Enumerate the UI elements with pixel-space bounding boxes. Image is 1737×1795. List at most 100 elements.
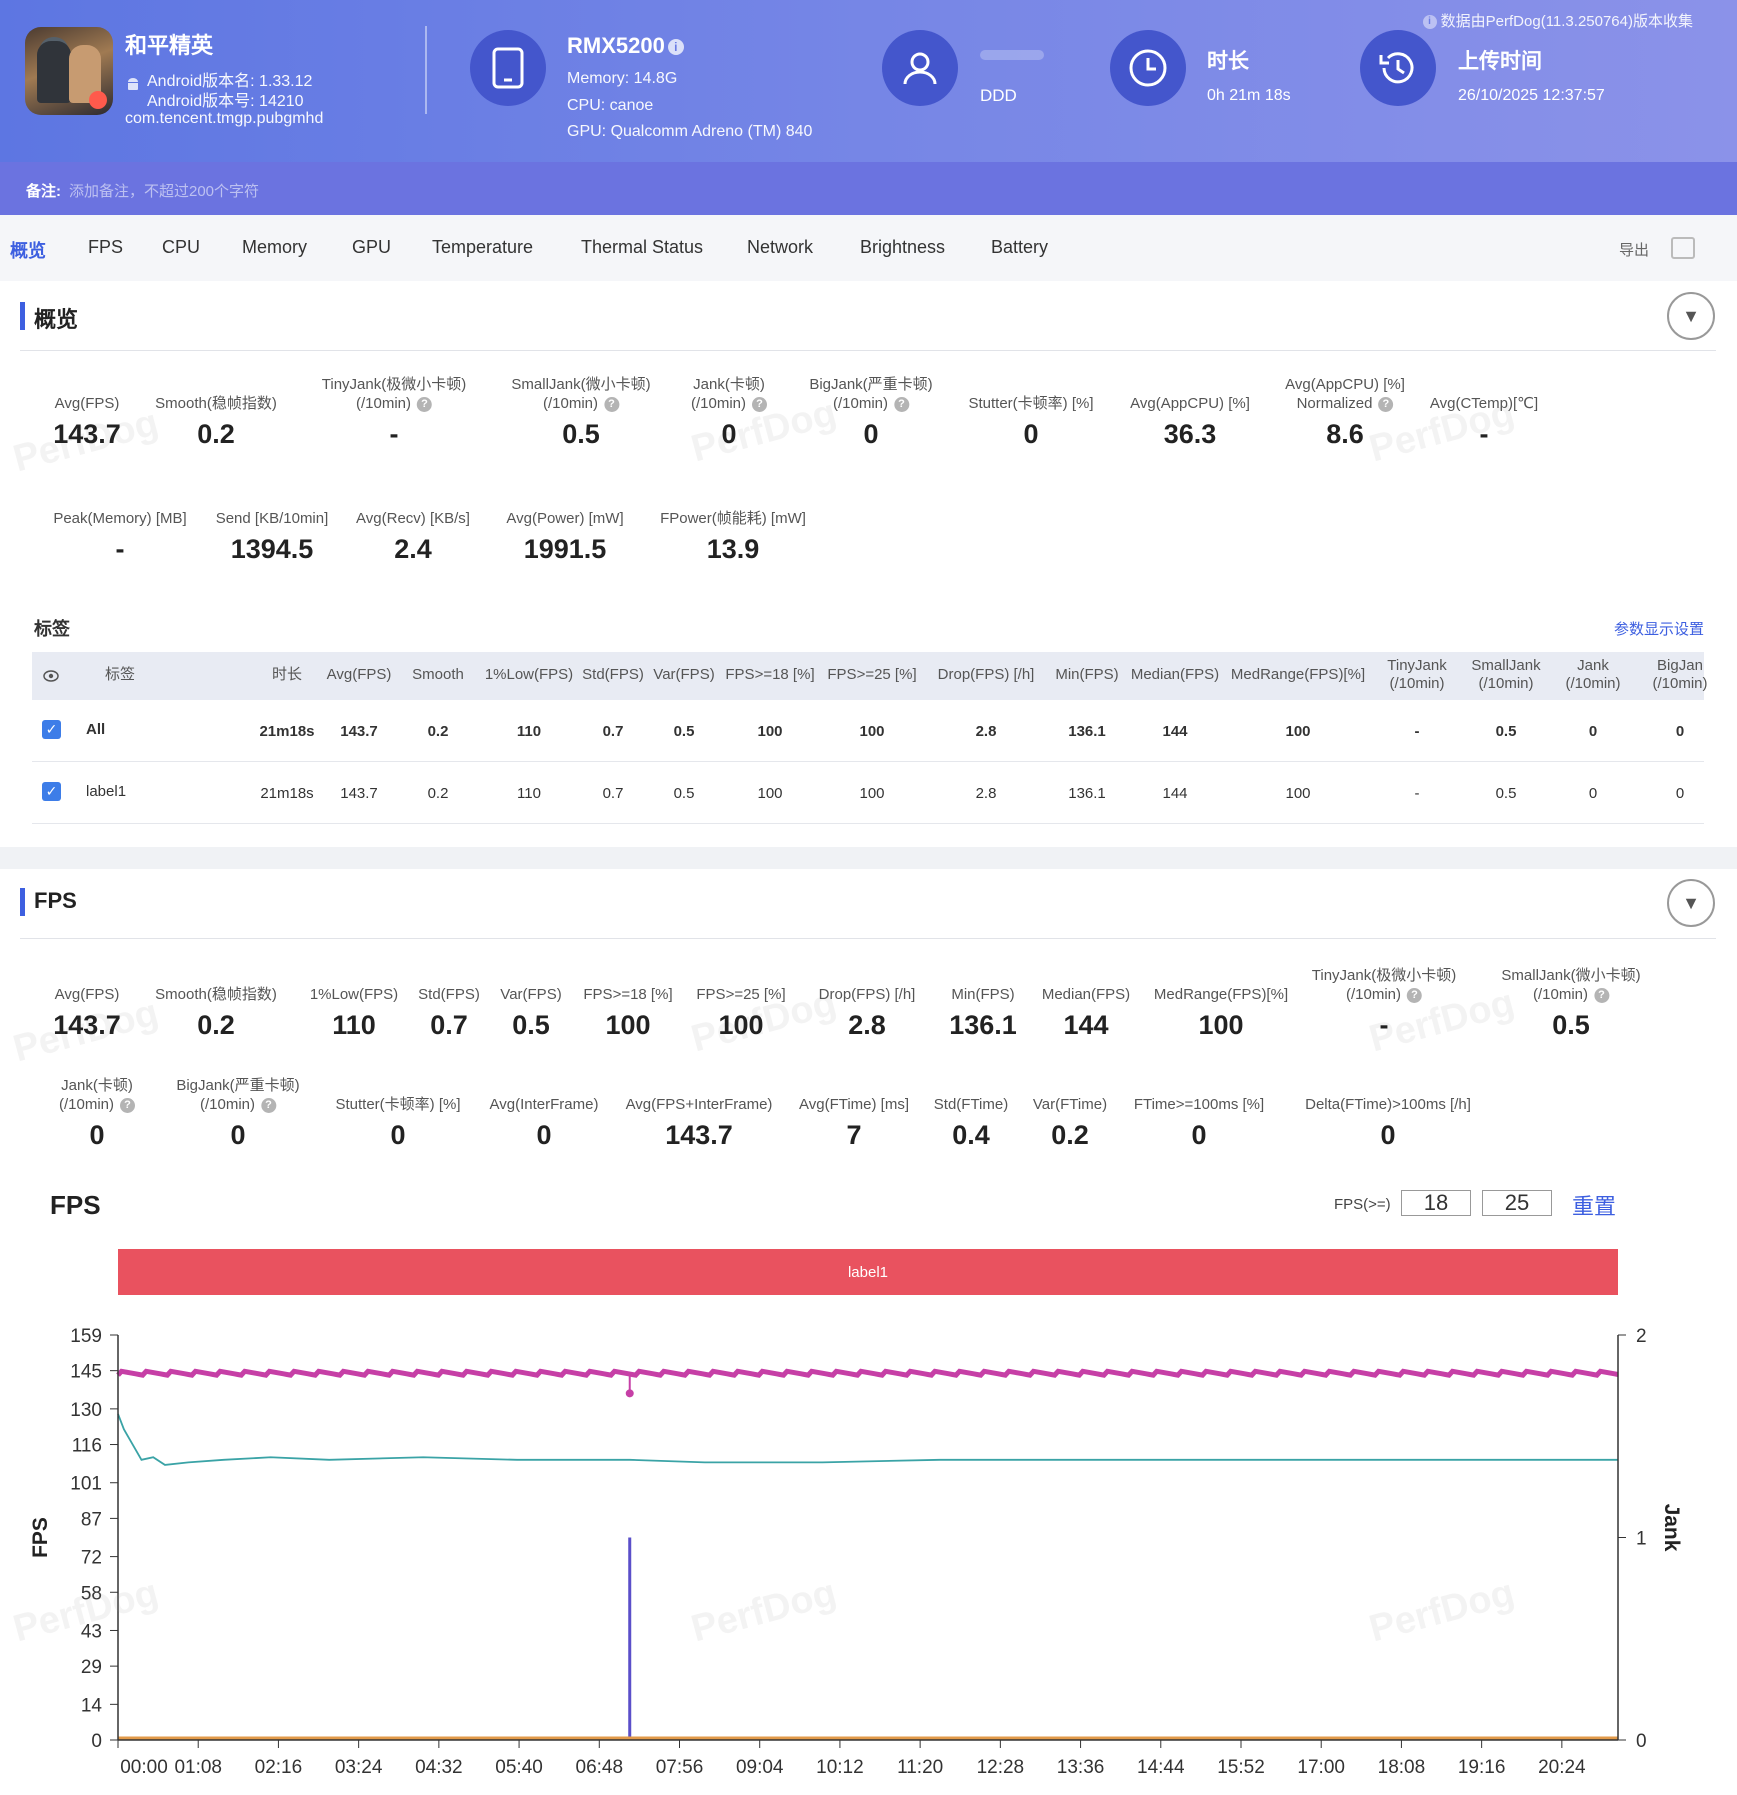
help-icon[interactable]: ? [604,396,619,412]
metric-value: - [1379,1010,1389,1040]
tab-memory[interactable]: Memory [242,237,308,257]
fps-threshold-label: FPS(>=) [1334,1196,1391,1213]
metric: Median(FPS) 144 [1042,985,1130,1041]
table-cell: 144 [1162,723,1188,740]
table-header-cell[interactable]: MedRange(FPS)[%] [1230,666,1366,683]
help-icon[interactable]: ? [417,396,432,412]
x-tick-label: 07:56 [656,1757,704,1778]
export-icon[interactable] [1671,237,1695,259]
metric-label: Send [KB/10min] [215,510,329,527]
tab-thermal-status[interactable]: Thermal Status [581,237,704,257]
metric-value: 0.5 [562,419,600,449]
fps-chart[interactable]: 0 14 29 43 58 72 87 101 116 130 145 159 0 1 2 00:00 01:0… [0,1300,1737,1795]
tab-network[interactable]: Network [747,237,814,257]
table-header-cell[interactable]: FPS>=18 [%] [725,666,815,683]
param-settings-link[interactable]: 参数显示设置 [1613,621,1704,638]
table-header-cell[interactable]: Std(FPS) [582,666,644,683]
user-name: DDD [980,86,1017,105]
metric: Stutter(卡顿率) [%] 0 [968,394,1093,450]
row-checkbox[interactable]: ✓ [42,782,61,801]
metric-label: TinyJank(极微小卡顿) [1311,967,1457,984]
table-header-cell[interactable]: FPS>=25 [%] [827,666,917,683]
x-tick-label: 09:04 [736,1757,784,1778]
table-header-cell[interactable]: 1%Low(FPS) [484,666,574,683]
fps-threshold-input-1[interactable]: 18 [1401,1190,1471,1216]
metric-label: Jank(卡顿) [693,376,765,393]
y2-axis-title: Jank [1660,1504,1683,1552]
chevron-down-icon: ▼ [1682,892,1700,913]
x-tick-label: 06:48 [576,1757,624,1778]
eye-icon[interactable] [43,669,59,683]
x-tick-label: 13:36 [1057,1757,1105,1778]
fps-threshold-input-2[interactable]: 25 [1482,1190,1552,1216]
chevron-down-icon: ▼ [1682,305,1700,326]
device-info-icon[interactable]: i [667,39,684,56]
tab-gpu[interactable]: GPU [352,237,392,257]
label-band[interactable]: label1 [118,1249,1618,1295]
tab-cpu[interactable]: CPU [162,237,201,257]
help-icon[interactable]: ? [1407,987,1422,1003]
export-button[interactable]: 导出 [1618,242,1649,259]
fps-section-title: FPS [34,888,77,913]
table-header-cell[interactable]: Drop(FPS) [/h] [937,666,1035,683]
table-header-cell[interactable]: Var(FPS) [653,666,715,683]
table-header-cell[interactable]: 时长 [271,666,303,683]
tab-battery[interactable]: Battery [991,237,1049,257]
collect-info-icon: i [1422,15,1437,30]
metric-label: Avg(Power) [mW] [506,510,624,527]
table-header-cell[interactable]: Jank (/10min) [1565,657,1621,692]
metric-label: Stutter(卡顿率) [%] [335,1096,461,1113]
help-icon[interactable]: ? [1594,987,1609,1003]
tab-fps[interactable]: FPS [88,237,124,257]
metric-value: 0.2 [1051,1120,1089,1150]
metric-value: 0 [390,1120,406,1150]
metric: Avg(FPS) 143.7 [53,985,121,1041]
metric-value: 100 [605,1010,651,1040]
fps-accent [20,888,25,916]
y-tick-label: 130 [70,1400,102,1421]
fps-collapse-button[interactable]: ▼ [1667,879,1715,927]
help-icon[interactable]: ? [261,1097,277,1113]
help-icon[interactable]: ? [1378,396,1394,412]
y-tick-label: 58 [81,1583,102,1604]
overview-divider [20,350,1716,351]
metric-label: Std(FPS) [418,986,480,1003]
metric: SmallJank(微小卡顿) (/10min)? 0.5 [511,375,650,450]
reset-button[interactable]: 重置 [1572,1194,1617,1219]
metric-value: 0.2 [197,419,235,449]
metric: BigJank(严重卡顿) (/10min)? 0 [809,375,932,450]
metric: Std(FPS) 0.7 [418,985,480,1041]
table-header-cell[interactable]: Avg(FPS) [326,666,392,683]
tab-overview[interactable]: 概览 [10,241,46,261]
help-icon[interactable]: ? [120,1097,136,1113]
table-header-cell[interactable]: BigJan (/10min) [1652,657,1708,692]
note-label: 备注: [26,183,61,200]
table-cell: 100 [757,723,783,740]
metric-value: 0.2 [197,1010,235,1040]
overview-collapse-button[interactable]: ▼ [1667,292,1715,340]
y2-tick-label: 0 [1636,1731,1647,1752]
note-input[interactable]: 添加备注，不超过200个字符 [69,183,260,200]
metric-value: - [389,419,399,449]
row-label: label1 [86,783,127,800]
row-checkbox[interactable]: ✓ [42,720,61,739]
metric-label: Avg(InterFrame) [489,1096,599,1113]
help-icon[interactable]: ? [752,396,768,412]
table-header-cell[interactable]: 标签 [104,666,136,683]
table-header-cell[interactable]: Smooth [412,666,464,683]
help-icon[interactable]: ? [894,396,910,412]
metric: Smooth(稳帧指数) 0.2 [155,985,277,1041]
fps-chart-title: FPS [50,1190,101,1220]
metric-value: 1991.5 [523,534,607,564]
metric-value: 0 [863,419,879,449]
table-header-cell[interactable]: Median(FPS) [1130,666,1220,683]
metric: TinyJank(极微小卡顿) (/10min)? - [322,375,466,450]
tab-brightness[interactable]: Brightness [860,237,946,257]
x-tick-label: 05:40 [495,1757,543,1778]
tab-temperature[interactable]: Temperature [432,237,534,257]
table-header-cell[interactable]: TinyJank (/10min) [1387,657,1447,692]
table-cell: - [1414,785,1420,802]
table-header-cell[interactable]: SmallJank (/10min) [1471,657,1541,692]
table-header-cell[interactable]: Min(FPS) [1055,666,1119,683]
app-name: 和平精英 [125,33,214,58]
